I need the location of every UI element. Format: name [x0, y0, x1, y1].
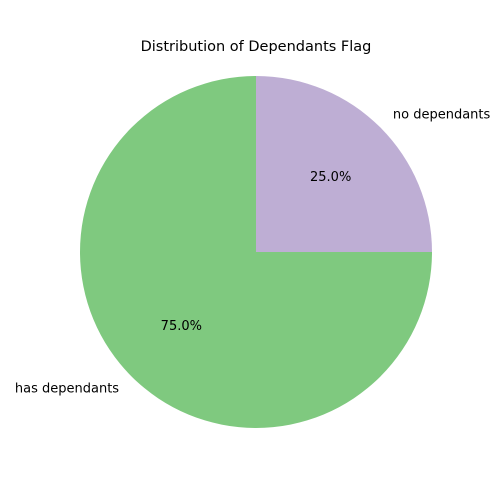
slices-layer — [80, 76, 432, 428]
labels-layer: 75.0% has dependants 25.0% no dependants — [15, 108, 491, 397]
percent-label-has-dependants: 75.0% — [161, 319, 202, 334]
percent-label-no-dependants: 25.0% — [310, 170, 351, 185]
pie-slice-no-dependants — [256, 76, 432, 252]
slice-label-no-dependants: no dependants — [393, 108, 491, 123]
chart-title: Distribution of Dependants Flag — [141, 39, 372, 55]
slice-label-has-dependants: has dependants — [15, 381, 119, 396]
